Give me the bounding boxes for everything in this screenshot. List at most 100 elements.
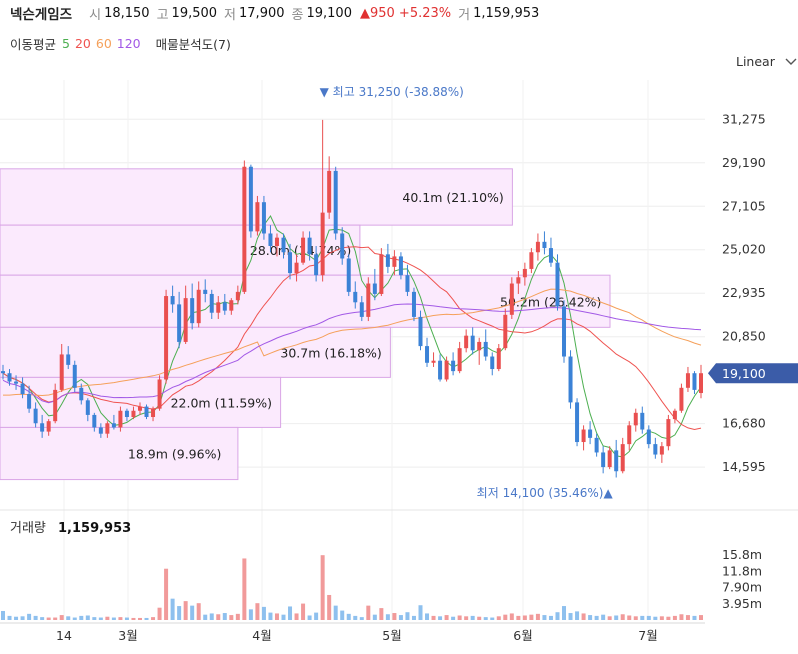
candle-body [320, 212, 325, 276]
stock-name[interactable]: 넥슨게임즈 [10, 7, 73, 23]
volume-bar [438, 616, 443, 620]
candle-body [405, 275, 410, 292]
price-tick-label: 14,595 [722, 459, 766, 474]
volume-profile-label: 18.9m (9.96%) [128, 447, 221, 462]
volume-bar [483, 617, 488, 620]
volume-bar [59, 615, 64, 620]
volume-bar [314, 612, 319, 620]
price-tick-label: 25,020 [722, 242, 766, 257]
volume-label: 거래량 [10, 521, 46, 536]
time-tick-label: 4월 [252, 628, 271, 643]
axes: 31,275 29,190 27,105 25,020 22,935 20,850 16,6… [10, 111, 766, 643]
candle-body [470, 335, 475, 351]
volume-bar [699, 615, 703, 620]
volume-bar [53, 617, 58, 620]
volume-bar [209, 613, 214, 620]
volume-bar [405, 612, 410, 620]
volume-profile-label[interactable]: 매물분석도(7) [155, 37, 231, 52]
candle-body [40, 423, 45, 432]
volume-tick-label: 15.8m [722, 547, 762, 562]
ma-20-line [2, 246, 702, 431]
price-tick-label: 31,275 [722, 111, 766, 126]
volume-bar [398, 615, 403, 620]
volume-bar [235, 613, 240, 620]
volume-bar [385, 614, 390, 620]
candle-body [601, 452, 606, 468]
candle-body [588, 429, 593, 438]
candle-body [496, 348, 501, 370]
candle-body [235, 291, 240, 301]
volume-bar [516, 615, 521, 620]
high-marker-prefix: ▼ 최고 [320, 85, 359, 99]
volume-bar [14, 616, 19, 620]
volume-bar [118, 617, 123, 620]
candle-body [314, 254, 319, 276]
volume-bar [633, 616, 638, 620]
volume-bar [346, 613, 351, 620]
volume-bar [261, 606, 266, 620]
volume-bar [40, 617, 45, 620]
volume-bar [170, 598, 175, 620]
candle-body [477, 341, 482, 351]
candle-body [679, 387, 684, 411]
time-tick-label: 5월 [382, 628, 401, 643]
volume-bar [659, 616, 664, 620]
scale-dropdown[interactable]: Linear [736, 54, 797, 69]
volume-profile-label: 22.0m (11.59%) [171, 395, 272, 410]
volume-bar [164, 568, 169, 620]
time-tick-label: 6월 [513, 628, 532, 643]
volume-bar [672, 615, 677, 620]
volume-bar [46, 617, 51, 620]
candle-body [457, 348, 462, 372]
candle-body [627, 425, 632, 445]
volume-bar [242, 558, 247, 620]
volume-bar [124, 617, 129, 620]
candle-body [568, 356, 573, 403]
candle-body [294, 262, 299, 274]
candle-body [229, 300, 234, 311]
candle-body [1, 371, 5, 374]
volume-bar [66, 616, 71, 620]
volume-bar [529, 614, 534, 620]
candle-body [85, 400, 90, 415]
candles [1, 119, 703, 478]
volume-bar [470, 615, 475, 620]
candle-body [14, 381, 19, 384]
candle-body [438, 360, 443, 380]
volume-bar [27, 613, 32, 620]
candle-body [118, 410, 123, 428]
ma-title: 이동평균 [10, 37, 57, 52]
volume-bar [685, 615, 690, 620]
volume-bar [92, 617, 97, 620]
candle-body [59, 354, 64, 390]
candle-body [216, 302, 221, 313]
volume-bar [451, 616, 456, 620]
candle-body [562, 306, 567, 357]
high-marker: ▼ 최고 31,250 (-38.88%) [320, 85, 464, 99]
candle-body [301, 237, 306, 263]
candle-body [659, 446, 664, 455]
volume-bar [111, 617, 116, 620]
volume-bar [20, 616, 25, 620]
candle-body [490, 356, 495, 370]
time-tick-label: 14 [56, 628, 72, 643]
volume-bar [425, 613, 430, 620]
low-marker-prefix: 최저 [477, 486, 503, 500]
candle-body [7, 373, 12, 382]
volume-bar [588, 615, 593, 620]
candle-body [346, 258, 351, 292]
time-tick-label: 7월 [638, 628, 657, 643]
volume-bar [607, 616, 612, 620]
volume-bar [640, 615, 645, 620]
candle-body [379, 254, 384, 294]
candle-body [190, 298, 195, 324]
candle-body [209, 293, 214, 313]
open-value: 18,150 [104, 5, 150, 21]
volume-profile: 40.1m (21.10%)28.0m (14.74%)50.2m (26.42… [0, 168, 611, 481]
candle-body [340, 233, 345, 259]
volume-bar [653, 616, 658, 620]
candle-body [398, 256, 403, 276]
moving-average-legend[interactable]: 이동평균 5 20 60 120 매물분석도(7) [10, 34, 236, 53]
candle-body [542, 241, 547, 249]
